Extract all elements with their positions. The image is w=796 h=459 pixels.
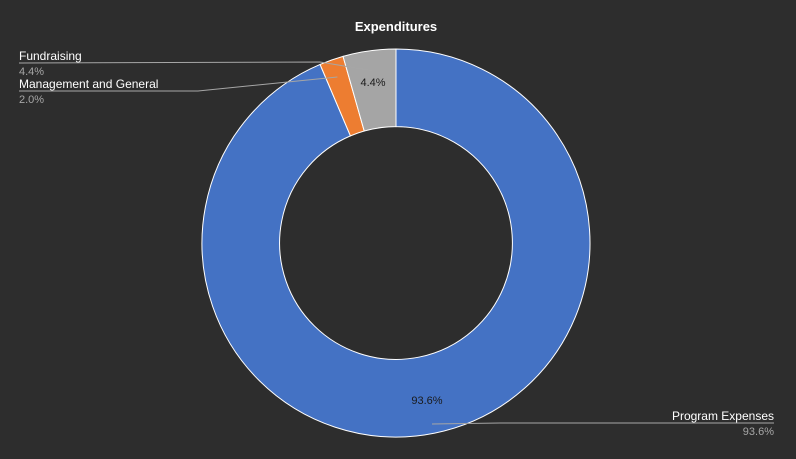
slices-group (201, 48, 591, 438)
leader-lines (18, 61, 774, 425)
callout-label-program-expenses: Program Expenses (672, 409, 774, 423)
chart-title: Expenditures (355, 19, 437, 34)
slice-program-expenses (201, 48, 591, 438)
leader-line-program-expenses (431, 422, 774, 425)
leader-line-management-and-general (19, 76, 338, 92)
callout-pct-program-expenses: 93.6% (743, 426, 774, 438)
leader-line-fundraising (18, 61, 373, 72)
callout-pct-fundraising: 4.4% (19, 66, 44, 78)
callout-label-fundraising: Fundraising (19, 49, 82, 63)
slice-fundraising (342, 48, 397, 132)
data-label-program-expenses: 93.6% (411, 395, 442, 407)
callout-pct-management-and-general: 2.0% (19, 94, 44, 106)
data-label-fundraising: 4.4% (360, 77, 385, 89)
callout-label-management-and-general: Management and General (19, 77, 158, 91)
